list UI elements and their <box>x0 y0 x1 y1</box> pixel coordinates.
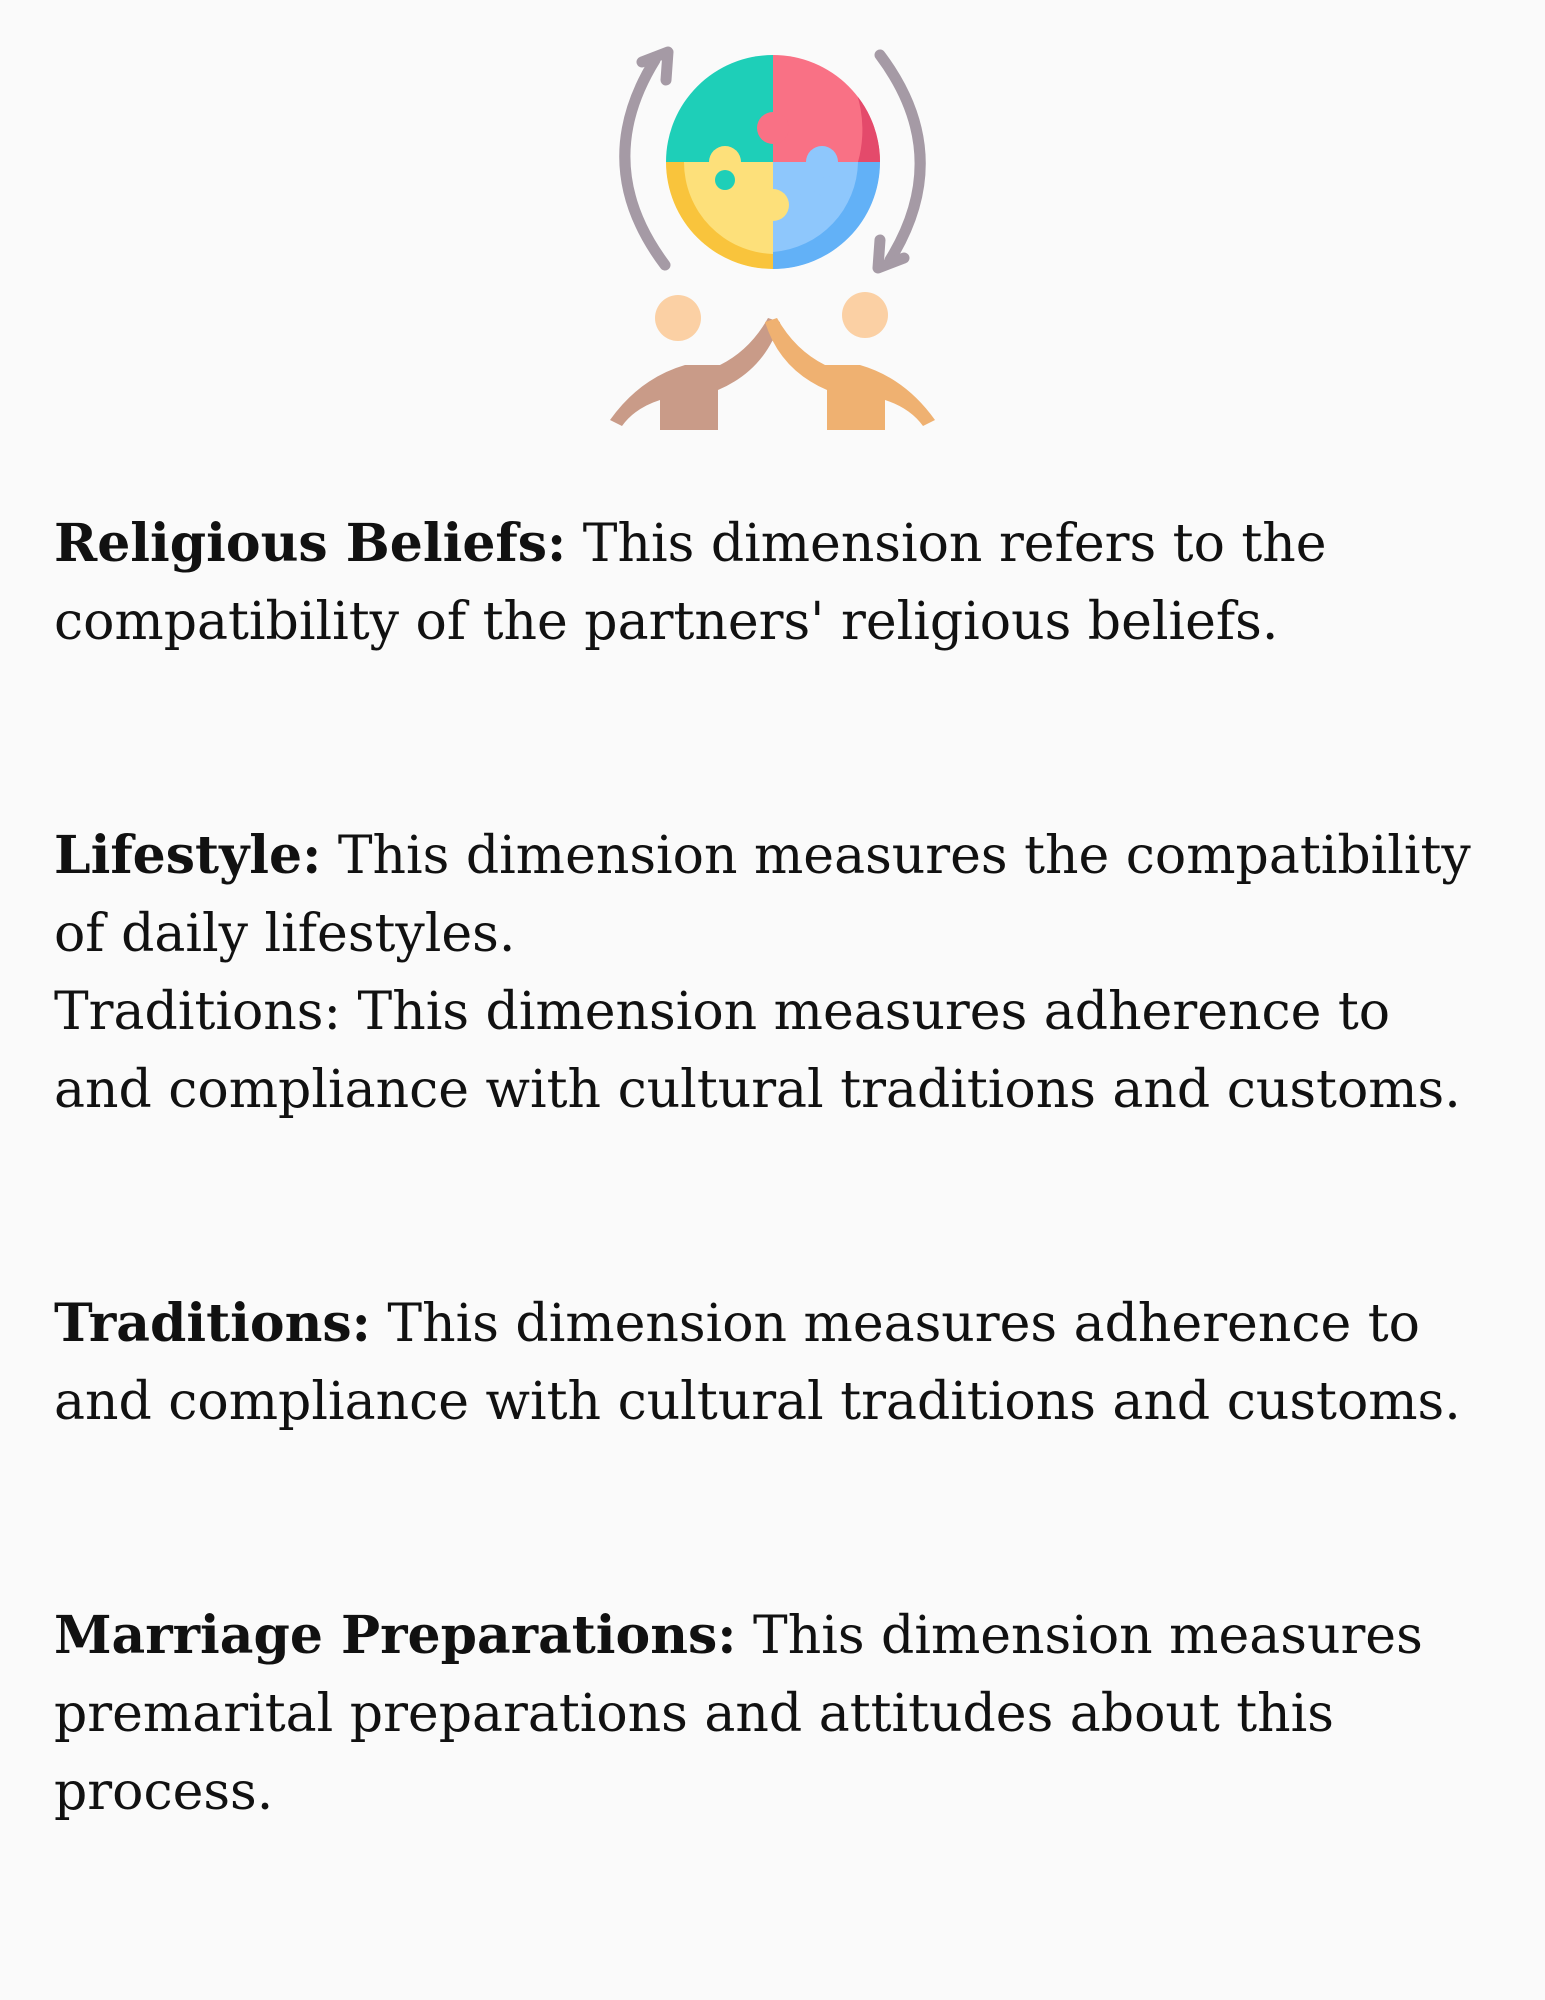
paragraph-traditions: Traditions: This dimension measures adhe… <box>54 1285 1494 1441</box>
term-description: This dimension measures premarital prepa… <box>54 1606 1423 1822</box>
term-description: Traditions: This dimension measures adhe… <box>54 982 1461 1120</box>
paragraph-marriage-preparations: Marriage Preparations: This dimension me… <box>54 1597 1494 1831</box>
paragraph-lifestyle: Lifestyle: This dimension measures the c… <box>54 817 1494 973</box>
dimension-list: Religious Beliefs: This dimension refers… <box>54 505 1494 1831</box>
term-label: Lifestyle: <box>54 825 322 886</box>
term-label: Religious Beliefs: <box>54 513 567 574</box>
paragraph-traditions-plain: Traditions: This dimension measures adhe… <box>54 973 1494 1129</box>
term-label: Traditions: <box>54 1293 371 1354</box>
puzzle-globe-teamwork-icon <box>600 40 945 440</box>
term-description: This dimension refers to the compatibili… <box>54 514 1327 652</box>
term-description: This dimension measures adherence to and… <box>54 1294 1461 1432</box>
paragraph-religious-beliefs: Religious Beliefs: This dimension refers… <box>54 505 1494 661</box>
term-description: This dimension measures the compatibilit… <box>54 826 1471 964</box>
term-label: Marriage Preparations: <box>54 1605 737 1666</box>
